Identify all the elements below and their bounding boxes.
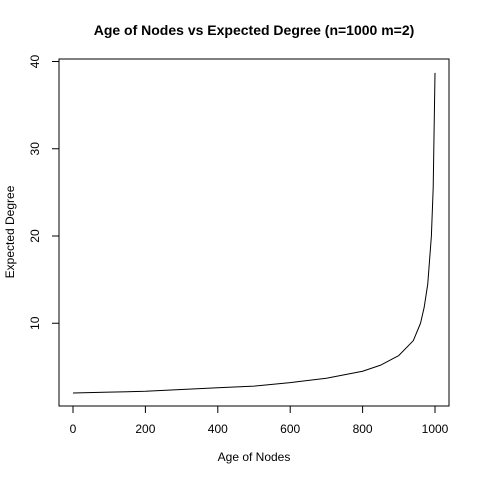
- x-axis-label: Age of Nodes: [218, 450, 291, 464]
- y-tick-label: 10: [28, 316, 42, 330]
- series: [72, 72, 436, 394]
- x-axis: 0 200 400 600 800 1000: [70, 406, 449, 436]
- x-tick-label: 200: [135, 422, 155, 436]
- plot-frame: [58, 58, 450, 407]
- chart-title: Age of Nodes vs Expected Degree (n=1000 …: [94, 22, 415, 38]
- y-axis: 10 20 30 40: [28, 55, 59, 330]
- x-tick-label: 1000: [422, 422, 449, 436]
- x-tick-label: 0: [70, 422, 77, 436]
- y-axis-label: Expected Degree: [3, 185, 17, 278]
- x-tick-label: 800: [353, 422, 373, 436]
- y-tick-label: 20: [28, 229, 42, 243]
- y-tick-label: 30: [28, 142, 42, 156]
- y-tick-label: 40: [28, 55, 42, 69]
- x-tick-label: 600: [280, 422, 300, 436]
- x-tick-label: 400: [208, 422, 228, 436]
- series-line: [72, 72, 436, 394]
